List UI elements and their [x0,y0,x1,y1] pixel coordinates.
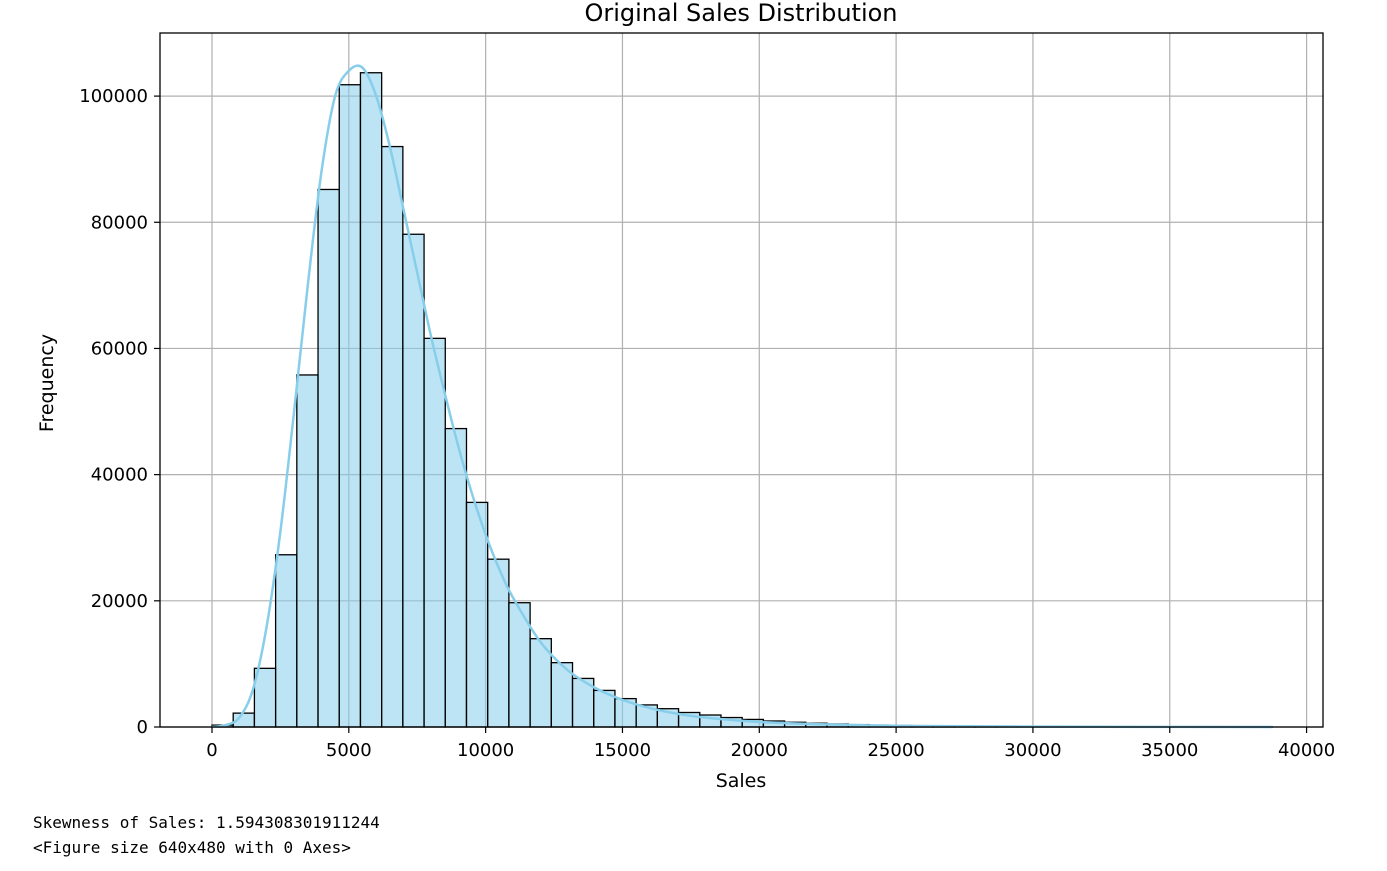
histogram-bars [211,72,1274,728]
x-tick-label: 40000 [1278,740,1335,761]
x-tick-label: 5000 [326,740,372,761]
histogram-bar [338,84,362,728]
plot-frame [159,32,1324,728]
skewness-output: Skewness of Sales: 1.594308301911244 [33,813,380,832]
y-axis-label: Frequency [36,334,58,432]
y-tick-label: 100000 [79,86,148,107]
histogram-chart: 0 5000 10000 15000 20000 25000 30000 35000 40000… [36,0,1335,792]
x-tick-label: 30000 [1004,740,1061,761]
x-tick-label: 20000 [731,740,788,761]
y-tick-label: 80000 [91,212,148,233]
y-tick-label: 20000 [91,591,148,612]
histogram-bar [296,374,319,728]
histogram-bar [317,188,340,728]
histogram-bar [423,337,446,728]
histogram-bar [465,501,489,728]
figure-size-output: <Figure size 640x480 with 0 Axes> [33,838,351,857]
y-tick-label: 40000 [91,465,148,486]
x-tick-label: 25000 [867,740,924,761]
y-tick-label: 0 [137,717,148,738]
x-tick-label: 0 [206,740,217,761]
histogram-bar [274,554,298,728]
histogram-bar [402,233,425,728]
kde-curve [211,64,1273,729]
y-axis-ticks: 0 20000 40000 60000 80000 100000 [79,86,160,738]
x-tick-label: 10000 [457,740,514,761]
histogram-bar [444,427,468,728]
y-tick-label: 60000 [91,338,148,359]
x-tick-label: 35000 [1141,740,1198,761]
chart-title: Original Sales Distribution [584,0,897,27]
histogram-bar [359,72,383,728]
x-axis-label: Sales [716,770,767,792]
histogram-bar [381,145,404,728]
x-axis-ticks: 0 5000 10000 15000 20000 25000 30000 35000 40000 [206,727,1335,761]
x-tick-label: 15000 [594,740,651,761]
